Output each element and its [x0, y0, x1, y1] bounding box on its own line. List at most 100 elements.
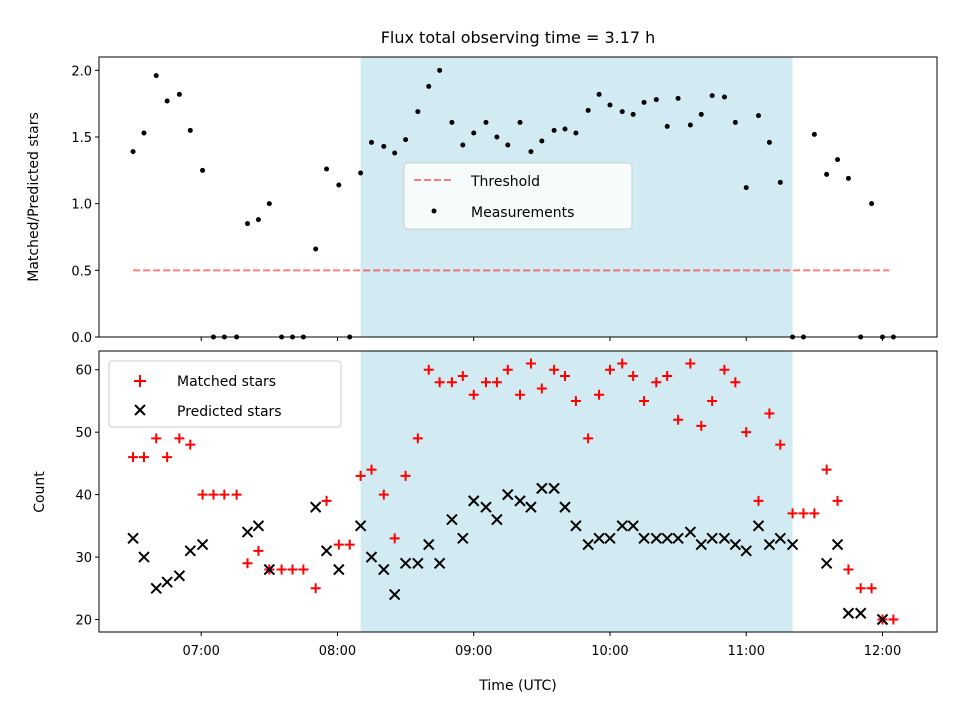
- predicted-star-point: [173, 570, 186, 582]
- predicted-star-point: [150, 582, 162, 594]
- matched-star-point: [321, 495, 332, 506]
- matched-star-point: [570, 395, 581, 406]
- count-legend: Matched stars Predicted stars: [108, 360, 342, 428]
- predicted-star-point: [252, 520, 265, 532]
- predicted-star-point: [491, 513, 503, 526]
- predicted-star-point: [752, 520, 765, 532]
- measurement-point: [630, 111, 636, 117]
- count-y-tick-label: 20: [75, 614, 92, 629]
- matched-star-point: [707, 395, 718, 406]
- predicted-star-point: [548, 482, 560, 495]
- measurement-point: [245, 221, 251, 227]
- predicted-star-point: [480, 501, 492, 513]
- matched-star-point: [855, 583, 866, 594]
- matched-star-point: [423, 364, 434, 375]
- matched-star-point: [787, 508, 798, 519]
- matched-legend-marker: [134, 375, 146, 387]
- measurements-legend-label: Measurements: [471, 205, 574, 221]
- matched-star-point: [560, 370, 571, 381]
- matched-star-point: [174, 433, 185, 444]
- matched-star-point: [355, 470, 366, 481]
- count-x-tick-label: 09:00: [455, 644, 492, 659]
- predicted-star-point: [184, 545, 197, 557]
- measurement-point: [539, 138, 545, 144]
- matched-star-point: [298, 564, 309, 575]
- measurement-point: [130, 149, 136, 155]
- measurements-legend-marker: [431, 208, 437, 214]
- measurement-point: [607, 102, 613, 108]
- measurement-point: [471, 130, 477, 136]
- count-legend-box: [108, 360, 342, 428]
- matched-star-point: [412, 433, 423, 444]
- measurement-point: [687, 122, 693, 128]
- ratio-y-tick-label: 1.0: [71, 198, 92, 213]
- predicted-star-point: [457, 532, 469, 545]
- predicted-star-point: [774, 532, 787, 545]
- count-x-tick-label: 10:00: [591, 644, 628, 659]
- matched-star-point: [866, 583, 877, 594]
- measurement-point: [494, 134, 500, 140]
- chart-title: Flux total observing time = 3.17 h: [381, 28, 656, 47]
- measurement-point: [415, 109, 421, 115]
- ratio-legend-box: [403, 162, 633, 230]
- predicted-star-point: [582, 538, 594, 551]
- matched-star-point: [651, 377, 662, 388]
- measurement-point: [505, 142, 511, 148]
- ratio-axes-frame: [98, 56, 938, 338]
- measurement-point: [392, 150, 398, 156]
- measurement-point: [164, 98, 170, 104]
- measurement-point: [483, 119, 489, 125]
- predicted-star-point: [502, 488, 514, 501]
- measurement-point: [811, 131, 817, 137]
- measurement-point: [517, 119, 523, 125]
- count-y-tick-label: 60: [75, 364, 92, 379]
- matched-star-point: [696, 420, 707, 431]
- predicted-star-point: [196, 538, 209, 551]
- matched-legend-label: Matched stars: [177, 374, 276, 390]
- matched-star-point: [753, 495, 764, 506]
- ratio-panel: 0.00.51.01.52.0 Matched/Predicted stars …: [26, 56, 938, 346]
- matched-star-point: [583, 433, 594, 444]
- x-axis-label: Time (UTC): [478, 678, 556, 694]
- predicted-star-point: [525, 501, 537, 513]
- matched-star-point: [389, 533, 400, 544]
- matched-star-point: [809, 508, 820, 519]
- predicted-star-point: [593, 532, 605, 545]
- predicted-star-point: [309, 501, 322, 513]
- measurement-point: [369, 139, 375, 145]
- count-panel: 20 30 40 50 60 07:00 08:00 09:00 10:00 11:00 12:0…: [32, 350, 938, 694]
- count-y-ticks: 20 30 40 50 60: [75, 364, 99, 629]
- measurement-point: [153, 73, 159, 79]
- matched-star-point: [378, 489, 389, 500]
- matched-star-point: [549, 364, 560, 375]
- matched-star-point: [400, 470, 411, 481]
- predicted-star-point: [718, 532, 731, 545]
- measurement-point: [255, 217, 261, 223]
- count-y-tick-label: 40: [75, 489, 92, 504]
- ratio-y-tick-label: 1.5: [71, 131, 92, 146]
- predicted-star-point: [468, 495, 480, 507]
- ratio-y-tick-label: 2.0: [71, 64, 92, 79]
- measurement-point: [460, 142, 466, 148]
- ratio-x-ticks: [200, 337, 883, 341]
- predicted-star-point: [446, 513, 458, 526]
- predicted-star-point: [138, 551, 150, 563]
- matched-star-point: [741, 427, 752, 438]
- predicted-star-point: [333, 563, 345, 576]
- count-y-tick-label: 50: [75, 426, 92, 441]
- measurement-point: [200, 167, 206, 173]
- measurement-point: [381, 143, 387, 149]
- predicted-star-point: [378, 563, 390, 576]
- predicted-star-point: [842, 607, 855, 619]
- measurement-point: [313, 246, 319, 252]
- matched-star-point: [253, 545, 264, 556]
- predicted-star-point: [695, 538, 707, 551]
- matched-star-point: [604, 364, 615, 375]
- count-x-tick-label: 11:00: [728, 644, 765, 659]
- ratio-y-ticks: 0.0 0.5 1.0 1.5 2.0: [71, 64, 99, 346]
- matched-star-point: [446, 377, 457, 388]
- matched-star-point: [366, 464, 377, 475]
- matched-star-point: [151, 433, 162, 444]
- measurement-point: [551, 127, 557, 133]
- predicted-star-point: [661, 532, 673, 545]
